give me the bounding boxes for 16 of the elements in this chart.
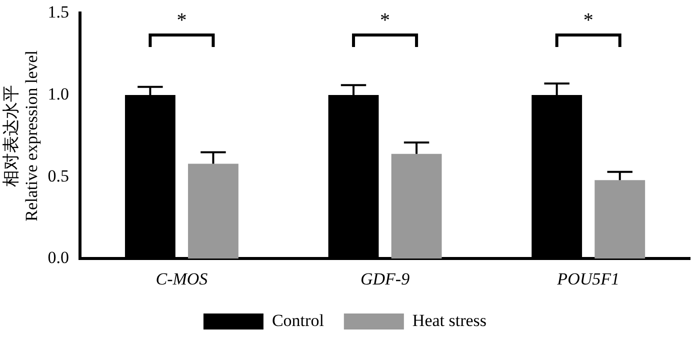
y-axis-title: 相对表达水平 Relative expression level (2, 50, 42, 222)
legend-label: Control (272, 310, 324, 330)
y-tick-label: 0.0 (48, 248, 70, 268)
annotation: * (176, 9, 187, 32)
x-tick-label: GDF-9 (360, 269, 410, 288)
annotation: * (583, 9, 594, 32)
annotation: * (380, 9, 390, 32)
x-tick-label: POU5F1 (556, 269, 620, 288)
y-tick-label: 1.0 (48, 84, 70, 104)
bar (188, 164, 238, 259)
bar (594, 180, 646, 259)
bar (391, 154, 442, 259)
y-tick-label: 1.5 (48, 2, 70, 22)
y-tick-label: 0.5 (48, 166, 70, 186)
legend-label: Heat stress (412, 310, 487, 330)
x-tick-label: C-MOS (156, 269, 208, 288)
